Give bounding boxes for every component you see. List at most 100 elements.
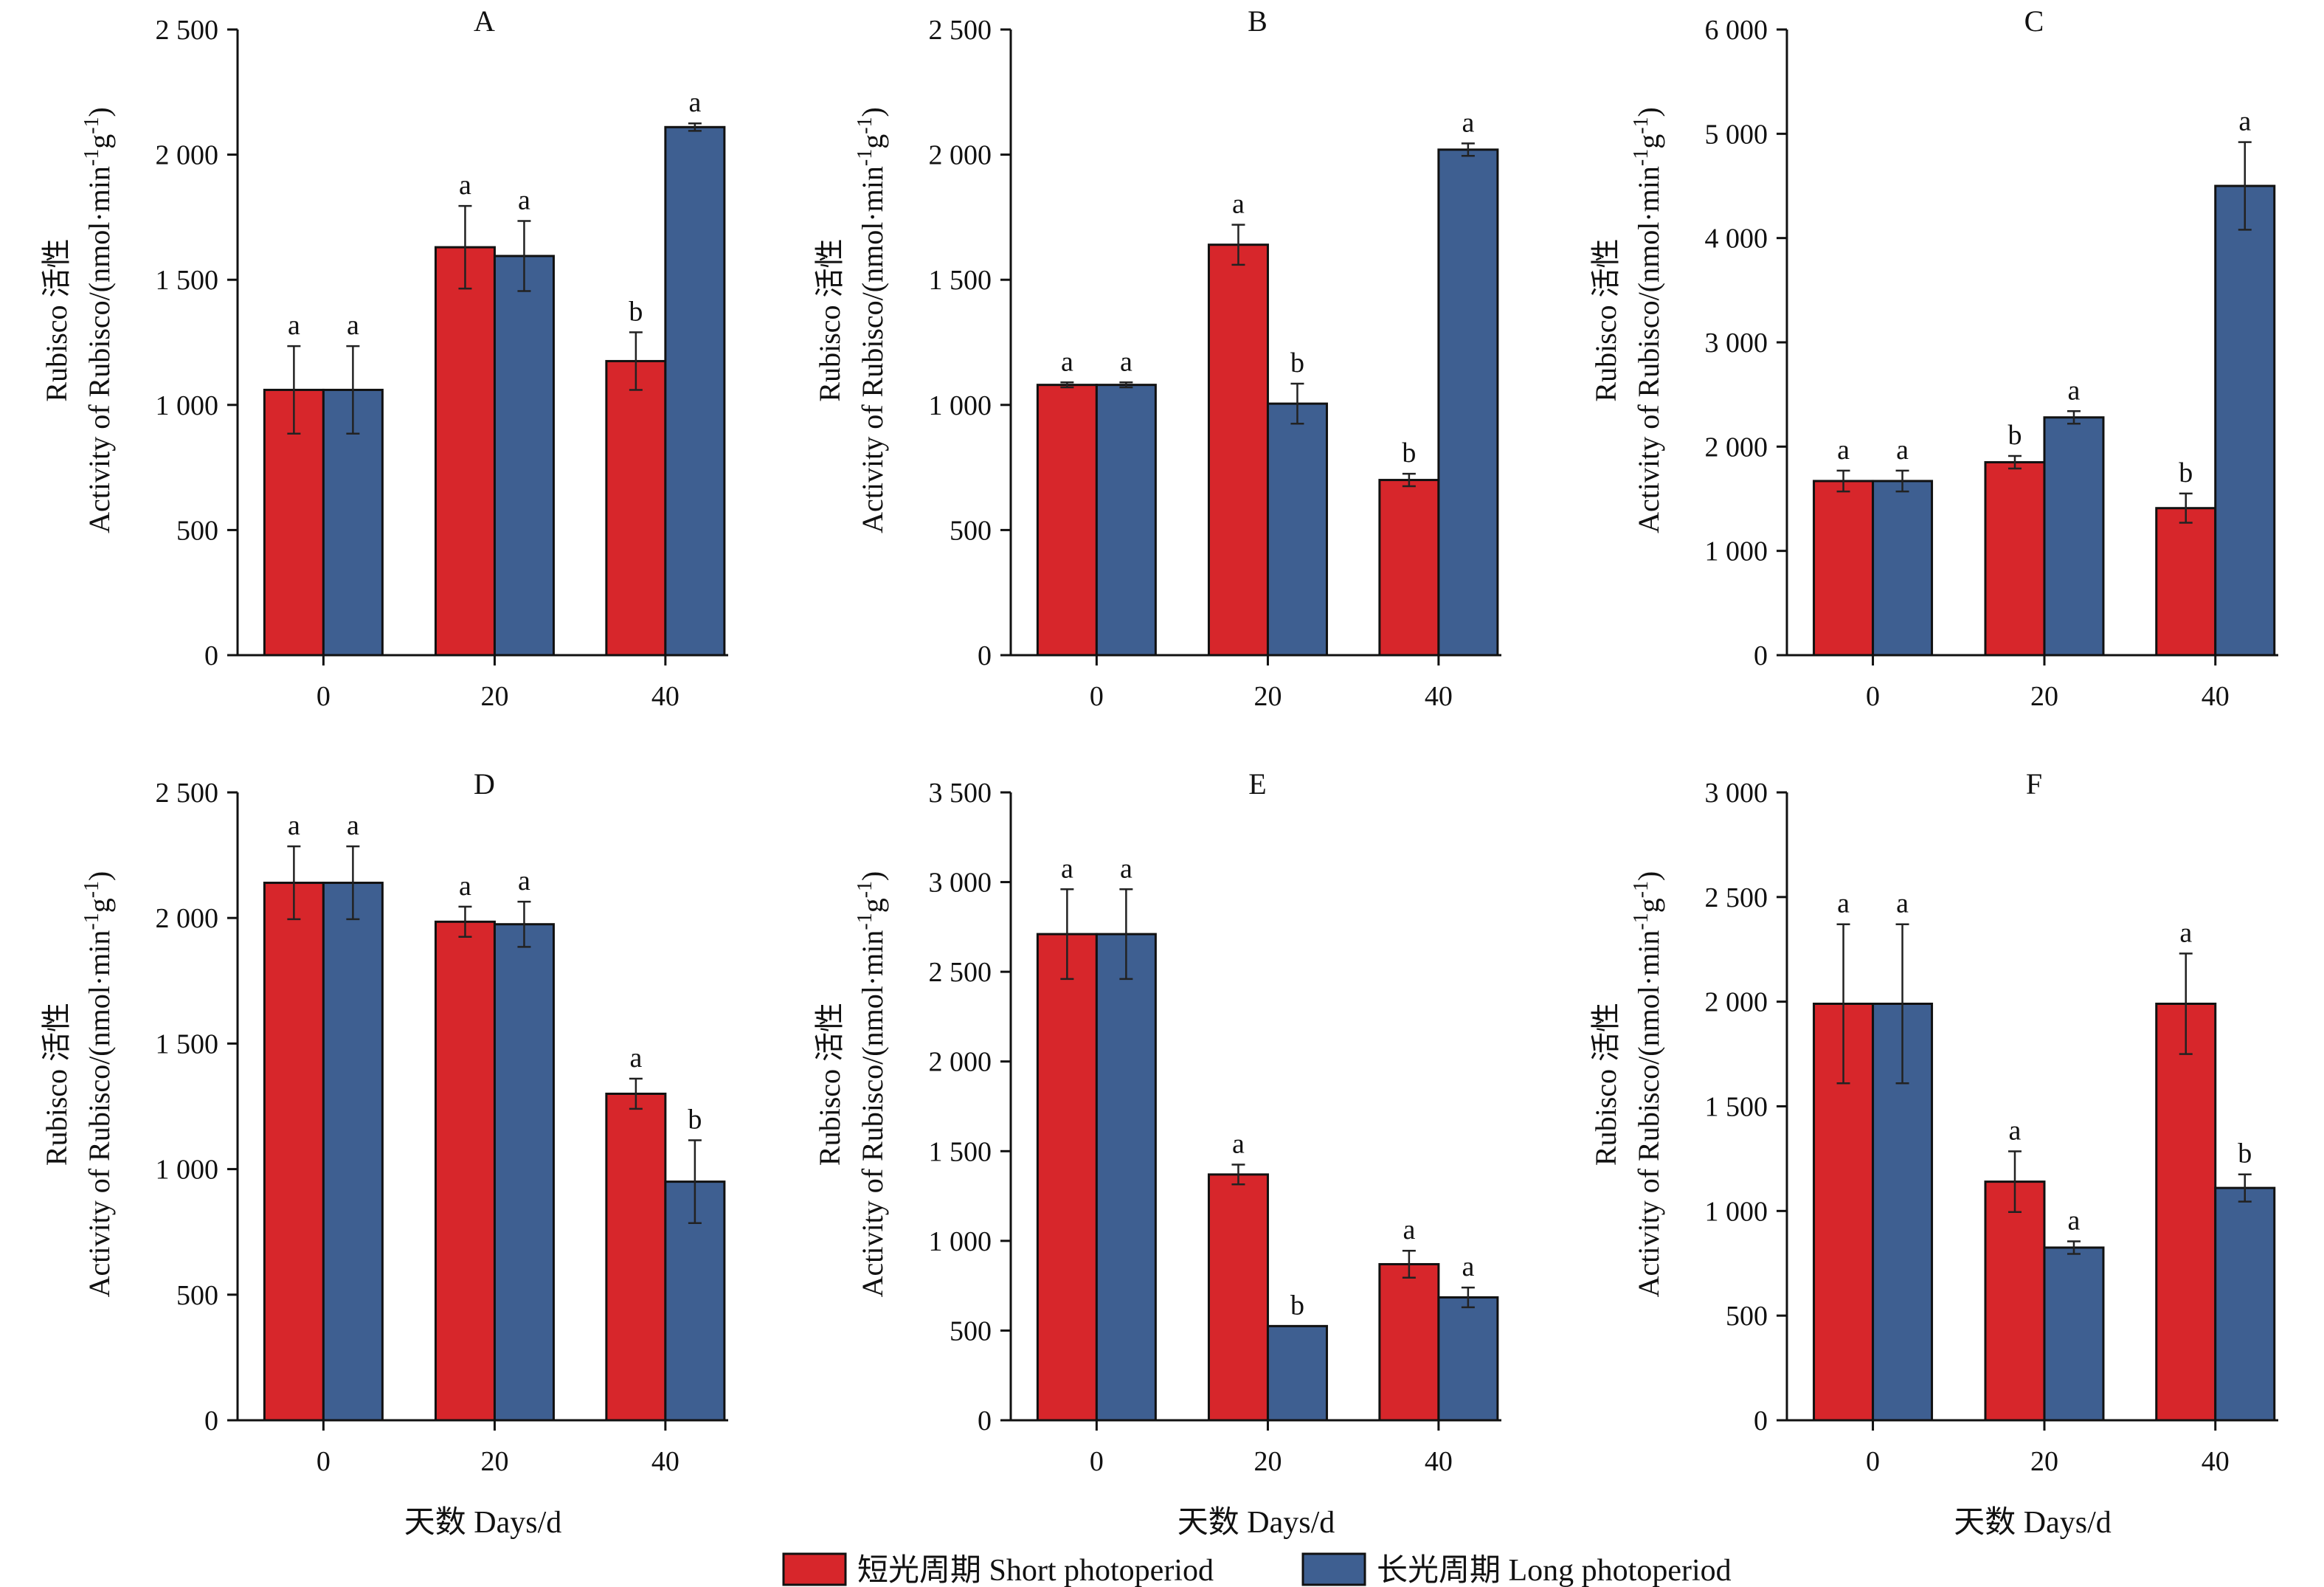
bar-short-40 (2155, 507, 2217, 657)
significance-letter: a (347, 810, 359, 841)
bar-long-40 (2214, 184, 2276, 657)
y-axis-label-part: -1 (854, 149, 876, 166)
y-tick-label: 2 500 (929, 15, 992, 46)
y-axis-label-part: -1 (1630, 117, 1653, 134)
y-axis-label: Activity of Rubisco/(nmol·min-1g-1) (1630, 107, 1666, 533)
x-tick-label: 20 (2030, 1446, 2058, 1477)
y-axis-label-part: -1 (80, 913, 103, 930)
x-tick-label: 40 (651, 681, 679, 712)
panel-d: 0 500 1 000 1 500 2 000 2 500 0 20 40 Da a a a a b Rubi… (40, 767, 728, 1477)
y-tick-label: 2 000 (156, 903, 219, 934)
y-axis-label-cn: Rubisco 活性 (40, 238, 73, 401)
bar-long-20 (493, 255, 555, 657)
bar-short-40 (605, 359, 667, 657)
y-tick-label: 1 000 (1705, 536, 1768, 567)
x-tick-label: 20 (480, 1446, 508, 1477)
significance-letter: a (1462, 1251, 1474, 1282)
significance-letter: a (518, 865, 530, 896)
y-axis-label-part: -1 (854, 881, 876, 898)
y-tick-label: 2 000 (1705, 432, 1768, 463)
bar-short-40 (1378, 479, 1440, 657)
bar-short-20 (1984, 461, 2046, 657)
y-axis-label-cn: Rubisco 活性 (813, 1003, 846, 1166)
y-tick-label: 1 000 (1705, 1196, 1768, 1227)
significance-letter: a (2068, 375, 2081, 406)
x-tick-label: 20 (480, 681, 508, 712)
bar-short-0 (1036, 933, 1098, 1422)
significance-letter: a (1896, 435, 1909, 466)
significance-letter: a (1837, 435, 1850, 466)
x-tick-label: 0 (1090, 681, 1104, 712)
y-axis-label-part: Activity of Rubisco/(nmol·min (856, 930, 889, 1298)
y-axis-label-cn: Rubisco 活性 (813, 238, 846, 401)
bar-short-20 (434, 246, 496, 657)
y-axis-label-part: -1 (1630, 913, 1653, 930)
bar-short-0 (263, 882, 325, 1422)
panel-b: 0 500 1 000 1 500 2 000 2 500 0 20 40 Ba a b a b a Rubi… (813, 4, 1501, 712)
y-tick-label: 500 (950, 515, 992, 546)
panel-title: A (474, 4, 495, 38)
significance-letter: a (1232, 189, 1245, 220)
significance-letter: a (2009, 1115, 2022, 1146)
legend-label-long: 长光周期 Long photoperiod (1377, 1554, 1732, 1587)
panel-title: C (2024, 4, 2044, 38)
y-tick-label: 2 500 (929, 957, 992, 988)
y-axis-label-part: g (83, 134, 116, 149)
y-axis-label-part: Activity of Rubisco/(nmol·min (83, 166, 116, 533)
significance-letter: b (1290, 348, 1304, 378)
bar-long-0 (1872, 480, 1934, 657)
bar-long-20 (1266, 402, 1328, 657)
y-axis-label-part: g (856, 898, 889, 913)
y-axis-label-part: g (856, 134, 889, 149)
x-tick-label: 0 (1090, 1446, 1104, 1477)
y-tick-label: 500 (1726, 1301, 1768, 1332)
significance-letter: a (518, 184, 530, 215)
legend: 短光周期 Short photoperiod 长光周期 Long photoper… (782, 1552, 1732, 1587)
bar-short-40 (1378, 1262, 1440, 1422)
panel-c: 0 1 000 2 000 3 000 4 000 5 000 6 000 0 20 40 Ca b b… (1589, 4, 2278, 712)
x-tick-label: 20 (1253, 1446, 1282, 1477)
y-axis-label: Activity of Rubisco/(nmol·min-1g-1) (854, 871, 890, 1298)
y-tick-label: 2 500 (156, 778, 219, 809)
y-tick-label: 2 000 (1705, 987, 1768, 1018)
bar-long-0 (322, 882, 384, 1422)
bar-long-0 (1095, 933, 1157, 1422)
y-axis-label-part: Activity of Rubisco/(nmol·min (83, 930, 116, 1298)
y-axis-label-part: Activity of Rubisco/(nmol·min (856, 166, 889, 533)
y-tick-label: 1 500 (156, 1028, 219, 1059)
bar-short-20 (1207, 243, 1269, 657)
x-tick-label: 0 (1866, 1446, 1880, 1477)
significance-letter: a (1462, 107, 1474, 138)
y-tick-label: 2 500 (156, 15, 219, 46)
y-axis-label-part: g (1632, 898, 1665, 913)
significance-letter: b (688, 1104, 702, 1135)
y-tick-label: 0 (978, 1406, 992, 1436)
panel-title: B (1248, 4, 1268, 38)
bar-long-0 (1095, 384, 1157, 657)
bar-short-40 (2155, 1003, 2217, 1422)
significance-letter: b (629, 296, 643, 327)
y-axis-label-part: ) (83, 107, 116, 117)
panel-f: 0 500 1 000 1 500 2 000 2 500 3 000 0 20 40 Fa a a a a… (1589, 767, 2278, 1477)
x-tick-label: 0 (317, 681, 331, 712)
y-tick-label: 500 (950, 1315, 992, 1346)
x-axis-title: 天数 Days/d (1177, 1506, 1335, 1540)
y-tick-label: 2 000 (929, 140, 992, 171)
significance-letter: a (1120, 853, 1132, 884)
y-axis-label: Activity of Rubisco/(nmol·min-1g-1) (80, 107, 117, 533)
y-axis-label-part: -1 (1630, 881, 1653, 898)
y-tick-label: 2 000 (929, 1047, 992, 1078)
x-tick-label: 20 (2030, 681, 2058, 712)
bar-long-40 (1437, 148, 1499, 657)
y-axis-label: Activity of Rubisco/(nmol·min-1g-1) (80, 871, 117, 1298)
y-tick-label: 0 (204, 1406, 218, 1436)
bar-long-20 (493, 923, 555, 1422)
significance-letter: b (2179, 457, 2193, 488)
y-tick-label: 1 000 (929, 1226, 992, 1257)
significance-letter: a (629, 1043, 642, 1073)
y-tick-label: 6 000 (1705, 15, 1768, 46)
bar-long-20 (2043, 1246, 2105, 1422)
y-axis-label: Activity of Rubisco/(nmol·min-1g-1) (854, 107, 890, 533)
panel-e: 0 500 1 000 1 500 2 000 2 500 3 000 3 500 0 20 40 E… (813, 767, 1501, 1477)
